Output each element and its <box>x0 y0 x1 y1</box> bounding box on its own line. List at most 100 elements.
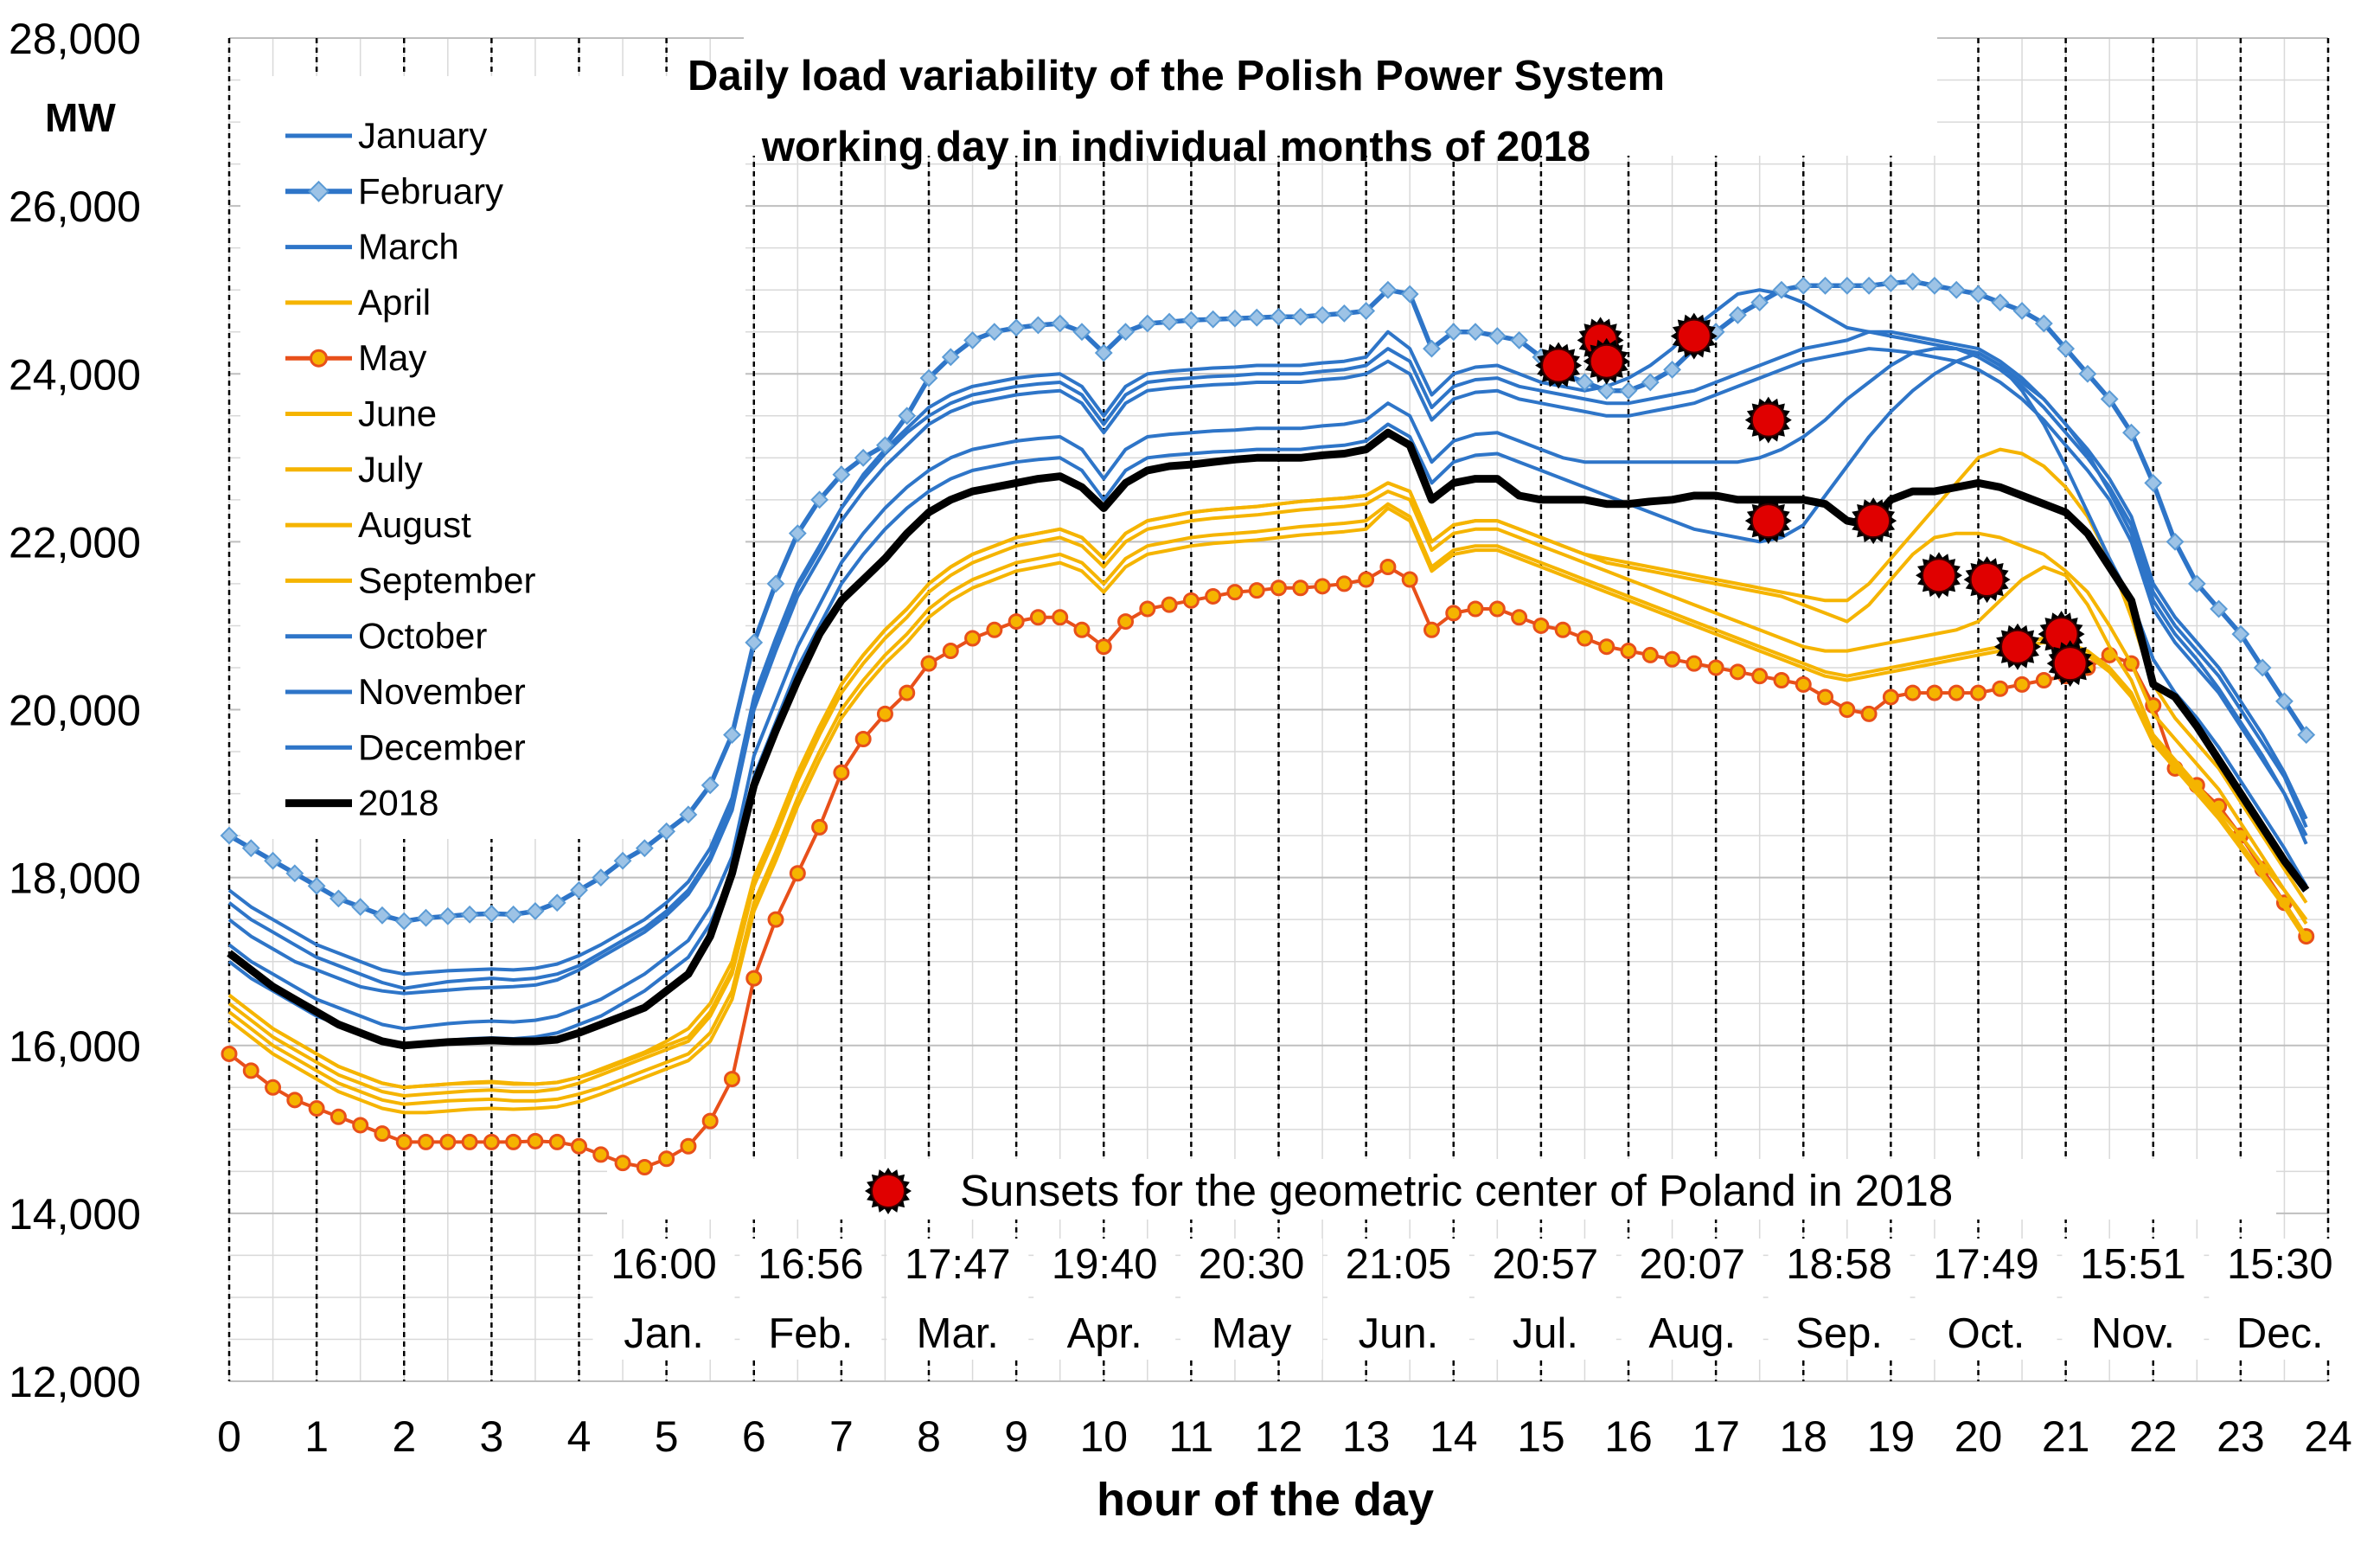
x-tick-label: 12 <box>1255 1412 1303 1461</box>
series-point <box>1750 293 1769 312</box>
month-label-background <box>1915 1239 2057 1360</box>
series-point <box>1664 650 1681 668</box>
x-axis-ticks: 0 1 2 3 4 5 6 7 8 9 10 11 12 13 14 15 16 17 18 19 20 21 22 23 24 <box>217 1412 2352 1461</box>
month-label-aug: 20:07 Aug. <box>1639 1241 1745 1357</box>
legend-item-march: March <box>285 227 459 267</box>
legend-label: June <box>358 394 437 434</box>
month-label-background <box>1327 1239 1469 1360</box>
series-point <box>832 465 851 484</box>
month-name: Nov. <box>2091 1310 2175 1357</box>
sunset-marker-dot <box>2000 629 2036 664</box>
legend-swatch-marker <box>310 349 328 368</box>
series-point <box>373 906 392 925</box>
series-point <box>1860 705 1878 722</box>
series-point <box>854 448 873 467</box>
series-point <box>1663 360 1681 379</box>
series-october <box>227 351 2308 1047</box>
series-point <box>2122 423 2140 442</box>
series-point <box>570 880 588 900</box>
series-point <box>2297 726 2316 745</box>
x-tick-label: 4 <box>567 1412 592 1461</box>
month-name: Dec. <box>2236 1310 2324 1357</box>
x-tick-label: 2 <box>392 1412 416 1461</box>
series-march <box>227 347 2308 996</box>
series-point <box>1881 274 1900 292</box>
series-point <box>1817 688 1834 706</box>
series-point <box>1313 305 1332 324</box>
series-point <box>1423 621 1440 638</box>
series-point <box>241 839 260 858</box>
series-november <box>227 347 2308 1031</box>
series-point <box>1598 638 1615 656</box>
series-point <box>1576 373 1594 392</box>
series-point <box>547 893 566 912</box>
sunset-marker-dot <box>1589 343 1624 379</box>
series-point <box>833 764 850 781</box>
series-point <box>766 574 785 593</box>
series-layer <box>220 272 2316 1175</box>
series-point <box>789 865 806 882</box>
x-tick-label: 10 <box>1079 1412 1128 1461</box>
series-point <box>548 1133 566 1150</box>
series-point <box>1400 285 1419 304</box>
series-point <box>221 1045 238 1062</box>
series-point <box>2100 389 2119 408</box>
series-point <box>1904 684 1922 701</box>
legend-label: February <box>358 170 503 211</box>
series-point <box>482 904 501 923</box>
series-point <box>613 851 632 870</box>
series-point <box>394 912 413 931</box>
series-point <box>1794 276 1813 295</box>
month-label-background <box>739 1239 882 1360</box>
sunset-marker <box>1916 552 1962 599</box>
month-label-dec: 15:30 Dec. <box>2227 1241 2333 1357</box>
series-point <box>1707 659 1724 676</box>
series-point <box>395 1133 413 1150</box>
series-point <box>1248 582 1265 599</box>
series-point <box>2275 692 2294 711</box>
month-label-background <box>1768 1239 1910 1360</box>
sunset-marker <box>1583 337 1630 385</box>
series-point <box>1597 381 1616 400</box>
series-point <box>1859 276 1878 295</box>
series-point <box>1970 684 1987 701</box>
series-point <box>1226 584 1244 601</box>
legend-label: September <box>358 560 535 600</box>
series-point <box>1816 276 1834 295</box>
series-point <box>2012 302 2031 320</box>
x-tick-label: 17 <box>1692 1412 1740 1461</box>
y-tick-label: 26,000 <box>9 182 141 231</box>
sunset-marker <box>1744 497 1792 545</box>
series-point <box>220 826 239 845</box>
sunset-markers <box>1535 312 2094 688</box>
sunset-marker <box>1670 312 1718 360</box>
series-september <box>227 481 2308 1090</box>
series-point <box>1204 310 1223 329</box>
x-tick-label: 9 <box>1004 1412 1028 1461</box>
series-line <box>227 288 2308 976</box>
sunset-marker <box>1850 497 1897 545</box>
series-point <box>810 490 829 509</box>
month-label-may: 20:30 May <box>1199 1241 1305 1357</box>
series-point <box>1139 600 1156 618</box>
series-point <box>964 630 982 647</box>
month-label-jul: 20:57 Jul. <box>1493 1241 1599 1357</box>
series-point <box>1095 638 1112 656</box>
legend-item-october: October <box>285 616 487 656</box>
series-point <box>1444 323 1463 342</box>
series-line <box>227 347 2308 1031</box>
series-point <box>1511 609 1528 626</box>
month-sunset-time: 17:49 <box>1933 1241 2039 1288</box>
series-point <box>2166 532 2185 551</box>
series-point <box>439 1133 457 1150</box>
month-sunset-time: 18:58 <box>1786 1241 1892 1288</box>
x-tick-label: 7 <box>829 1412 854 1461</box>
sunset-marker <box>865 1168 912 1214</box>
month-name: Jan. <box>624 1310 704 1357</box>
month-name: Mar. <box>917 1310 999 1357</box>
series-point <box>1839 701 1856 718</box>
series-point <box>1926 684 1943 701</box>
month-label-background <box>592 1239 735 1360</box>
month-sunset-time: 21:05 <box>1346 1241 1452 1288</box>
legend-label: May <box>358 337 426 378</box>
